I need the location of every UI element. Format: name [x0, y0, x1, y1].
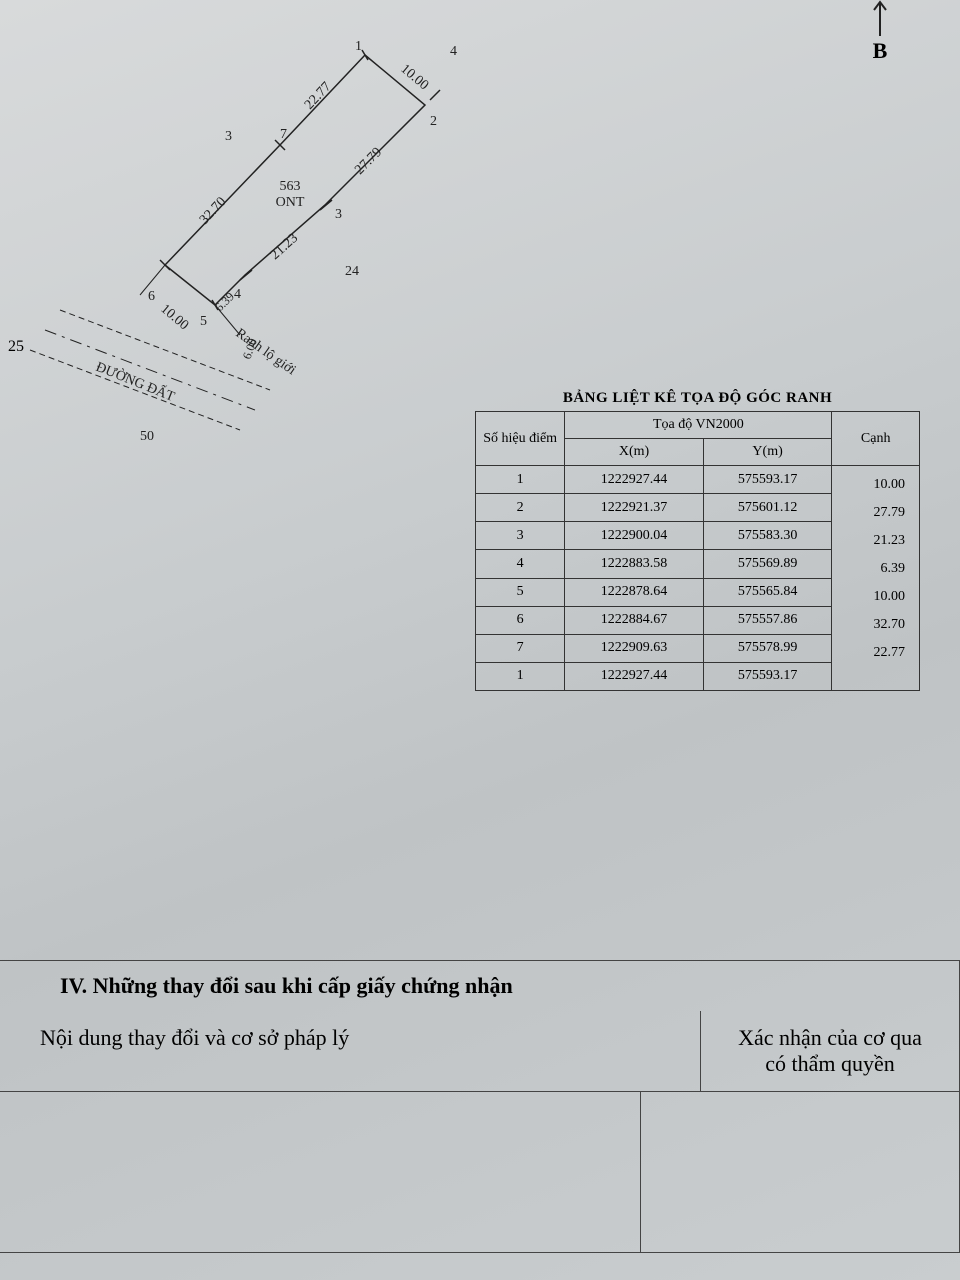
outer-50: 50 — [140, 429, 154, 444]
edge-value: 10.00 — [874, 477, 906, 493]
cell-y: 575601.12 — [703, 494, 832, 522]
vertex-6: 6 — [148, 289, 155, 304]
section-iv-col2-line1: Xác nhận của cơ qua — [738, 1025, 922, 1050]
vertex-5: 5 — [200, 314, 207, 329]
compass-arrow-icon — [870, 0, 890, 38]
edge-value: 27.79 — [874, 505, 906, 521]
parcel-number: 563 — [280, 179, 301, 194]
edge-71: 22.77 — [302, 79, 334, 112]
parcel-type: ONT — [276, 195, 305, 210]
coordinate-table-wrap: BẢNG LIỆT KÊ TỌA ĐỘ GÓC RANH Số hiệu điể… — [475, 390, 920, 691]
section-iv-col1: Nội dung thay đổi và cơ sở pháp lý — [0, 1011, 701, 1091]
compass-label: B — [873, 38, 888, 63]
edge-34: 21.23 — [268, 231, 301, 263]
cell-x: 1222878.64 — [565, 578, 703, 606]
col-point: Số hiệu điểm — [476, 412, 565, 466]
cell-y: 575578.99 — [703, 634, 832, 662]
section-iv-col2: Xác nhận của cơ qua có thẩm quyền — [701, 1011, 959, 1091]
edge-value: 10.00 — [874, 589, 906, 605]
edge-value: 6.39 — [881, 561, 906, 577]
col-edge: Cạnh — [832, 412, 920, 466]
vertex-3: 3 — [335, 207, 342, 222]
edge-value: 32.70 — [874, 617, 906, 633]
col-coord: Tọa độ VN2000 — [565, 412, 832, 439]
cell-point: 1 — [476, 466, 565, 494]
edge-56: 10.00 — [157, 302, 191, 334]
parcel-diagram: 1 2 3 4 5 6 7 10.00 27.79 21.23 6.39 10.… — [0, 0, 500, 500]
coordinate-table: Số hiệu điểm Tọa độ VN2000 Cạnh X(m) Y(m… — [475, 411, 920, 691]
cell-point: 2 — [476, 494, 565, 522]
edge-value: 22.77 — [874, 645, 906, 661]
section-iv-title: IV. Những thay đổi sau khi cấp giấy chứn… — [0, 960, 960, 1011]
edge-67: 32.70 — [197, 194, 229, 227]
vertex-1: 1 — [355, 39, 362, 54]
section-iv-col2-line2: có thẩm quyền — [765, 1051, 895, 1076]
cell-y: 575565.84 — [703, 578, 832, 606]
cell-x: 1222883.58 — [565, 550, 703, 578]
outer-4: 4 — [450, 44, 457, 59]
cell-x: 1222900.04 — [565, 522, 703, 550]
cell-y: 575593.17 — [703, 662, 832, 690]
cell-point: 3 — [476, 522, 565, 550]
cell-x: 1222921.37 — [565, 494, 703, 522]
cell-y: 575593.17 — [703, 466, 832, 494]
vertex-2: 2 — [430, 114, 437, 129]
table-row: 11222927.44575593.1710.0027.7921.236.391… — [476, 466, 920, 494]
cell-x: 1222884.67 — [565, 606, 703, 634]
cell-x: 1222927.44 — [565, 466, 703, 494]
col-x: X(m) — [565, 439, 703, 466]
edge-12: 10.00 — [397, 62, 431, 94]
outer-3: 3 — [225, 129, 232, 144]
cell-edges: 10.00 27.79 21.23 6.39 10.00 32.70 22.77 — [832, 466, 920, 691]
cell-x: 1222909.63 — [565, 634, 703, 662]
outer-24: 24 — [345, 264, 359, 279]
section-iv: IV. Những thay đổi sau khi cấp giấy chứn… — [0, 960, 960, 1253]
cell-y: 575557.86 — [703, 606, 832, 634]
cell-y: 575583.30 — [703, 522, 832, 550]
road-label: ĐƯỜNG ĐẤT — [94, 358, 178, 405]
cell-point: 7 — [476, 634, 565, 662]
cell-x: 1222927.44 — [565, 662, 703, 690]
col-y: Y(m) — [703, 439, 832, 466]
cell-y: 575569.89 — [703, 550, 832, 578]
cell-point: 4 — [476, 550, 565, 578]
cell-point: 1 — [476, 662, 565, 690]
coord-table-title: BẢNG LIỆT KÊ TỌA ĐỘ GÓC RANH — [475, 390, 920, 407]
cell-point: 5 — [476, 578, 565, 606]
edge-value: 21.23 — [874, 533, 906, 549]
vertex-7: 7 — [280, 127, 287, 142]
compass-north: B — [860, 0, 900, 60]
cell-point: 6 — [476, 606, 565, 634]
section-iv-empty-row — [0, 1092, 960, 1253]
